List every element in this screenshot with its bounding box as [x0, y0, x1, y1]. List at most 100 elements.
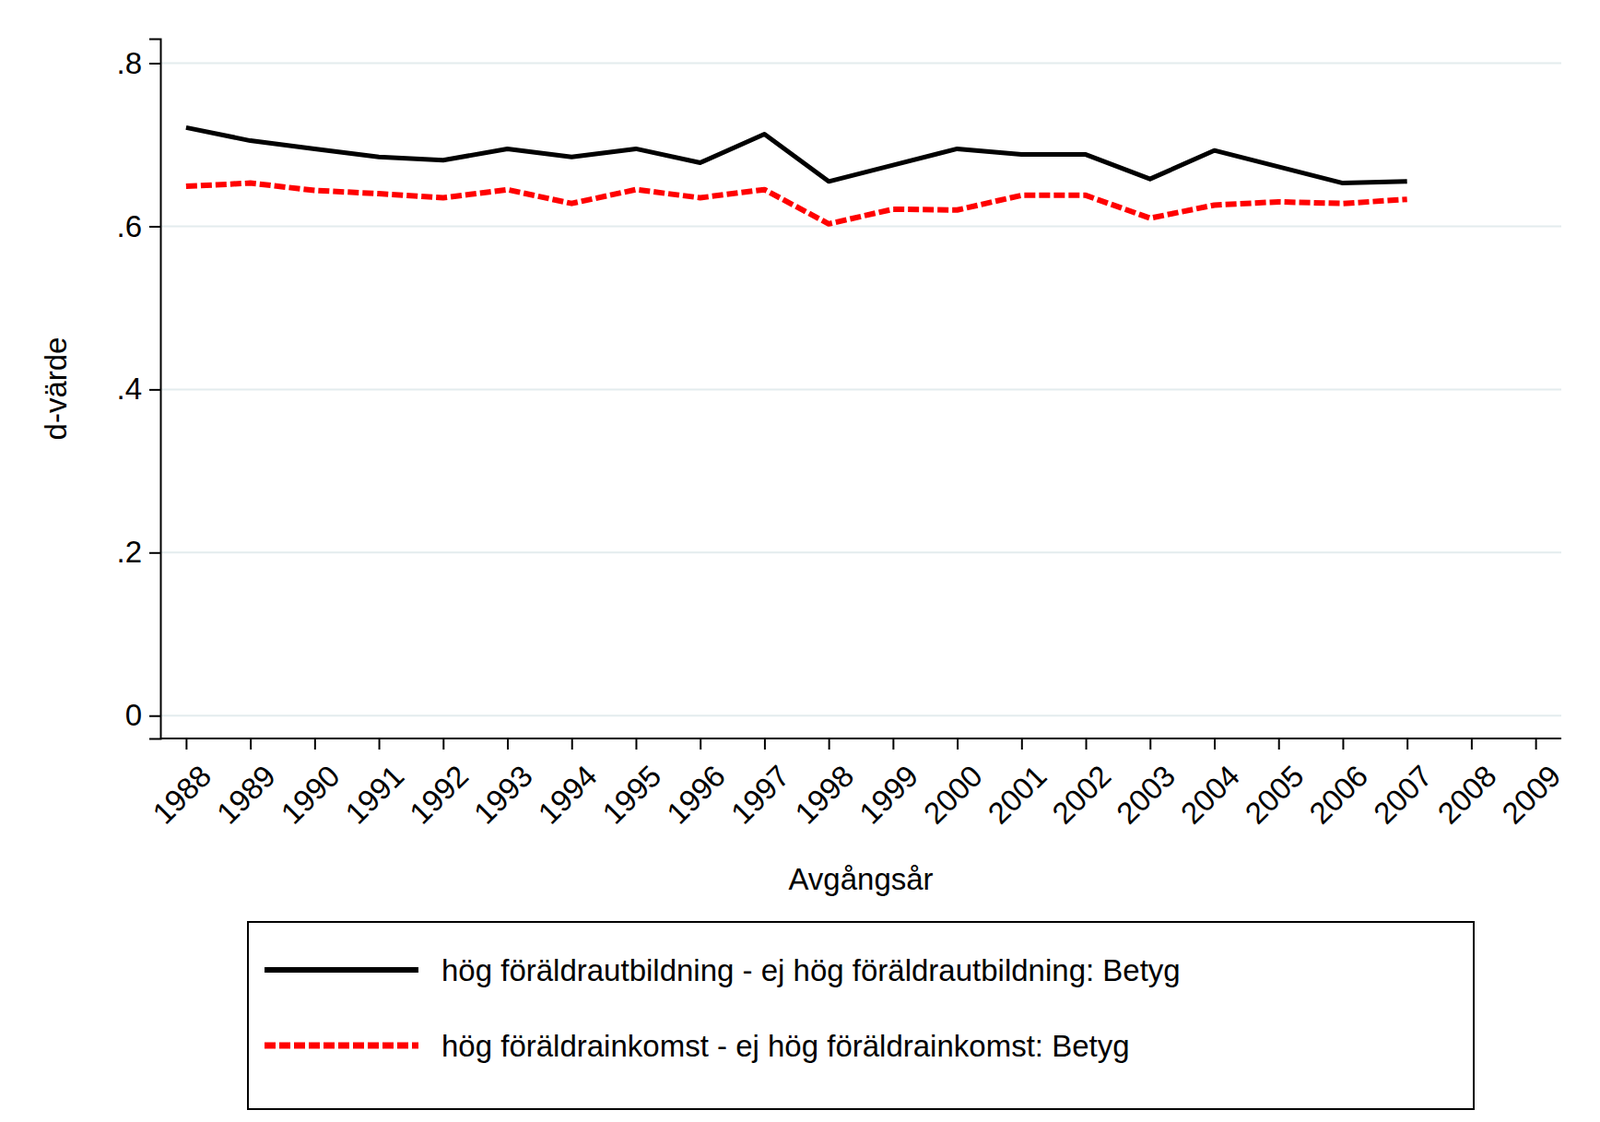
- x-tick: 2002: [1045, 738, 1118, 831]
- y-tick-label: .8: [116, 46, 142, 81]
- x-tick: 1999: [852, 738, 925, 831]
- x-tick: 1993: [467, 738, 540, 831]
- x-tick: 1996: [659, 738, 732, 831]
- x-tick: 1991: [338, 738, 411, 831]
- x-tick-label: 1995: [595, 758, 668, 831]
- x-tick-mark: [1085, 738, 1088, 750]
- y-tick-mark: [149, 715, 161, 718]
- y-tick-label: .2: [116, 534, 142, 569]
- chart: 0.2.4.6.81988198919901991199219931994199…: [0, 0, 1600, 1122]
- x-tick-mark: [764, 738, 766, 750]
- x-tick-label: 1994: [531, 758, 604, 831]
- x-tick: 1995: [595, 738, 668, 831]
- x-tick-label: 1997: [724, 758, 797, 831]
- x-tick-mark: [956, 738, 959, 750]
- y-tick-mark: [149, 62, 161, 65]
- grid-line: [160, 388, 1562, 390]
- x-tick-mark: [1213, 738, 1216, 750]
- x-tick-label: 1998: [788, 758, 860, 831]
- x-tick-label: 2004: [1174, 758, 1247, 831]
- series-line: [186, 183, 1408, 224]
- legend-swatch: [264, 966, 419, 973]
- y-axis-title: d-värde: [38, 337, 73, 441]
- y-axis-line: [149, 39, 162, 740]
- x-tick-mark: [1406, 738, 1409, 750]
- x-tick: 1989: [210, 738, 283, 831]
- lines: [186, 127, 1408, 224]
- x-tick-label: 1990: [274, 758, 347, 831]
- y-tick-mark: [149, 225, 161, 228]
- y-tick: .4: [116, 371, 161, 406]
- x-tick-mark: [828, 738, 831, 750]
- legend-swatch: [264, 1042, 419, 1049]
- x-tick-label: 2005: [1237, 758, 1310, 831]
- y-tick-label: .4: [116, 371, 142, 406]
- x-axis: 1988198919901991199219931994199519961997…: [145, 738, 1567, 831]
- x-tick-mark: [1470, 738, 1473, 750]
- y-tick: .6: [116, 209, 161, 244]
- x-tick-label: 2007: [1366, 758, 1439, 831]
- legend-label: hög föräldrainkomst - ej hög föräldraink…: [441, 1028, 1130, 1063]
- x-tick-label: 1992: [402, 758, 475, 831]
- x-tick: 1994: [531, 738, 604, 831]
- y-tick-label: .6: [116, 209, 142, 244]
- x-tick-mark: [185, 738, 188, 750]
- x-tick-mark: [571, 738, 574, 750]
- x-tick: 1990: [274, 738, 347, 831]
- x-tick: 2008: [1431, 738, 1504, 831]
- y-tick: 0: [125, 697, 161, 732]
- x-tick-label: 2006: [1302, 758, 1375, 831]
- x-tick-mark: [314, 738, 317, 750]
- y-tick-mark: [149, 388, 161, 391]
- grid-line: [160, 714, 1562, 717]
- x-tick-label: 2000: [917, 758, 989, 831]
- x-axis-title: Avgångsår: [788, 861, 933, 896]
- x-tick-mark: [699, 738, 702, 750]
- x-tick-mark: [378, 738, 381, 750]
- x-tick: 1988: [145, 738, 218, 831]
- x-tick-label: 2001: [981, 758, 1054, 831]
- x-tick-label: 1999: [852, 758, 925, 831]
- x-tick: 1998: [788, 738, 860, 831]
- x-tick: 2003: [1109, 738, 1182, 831]
- x-tick: 2001: [981, 738, 1054, 831]
- legend-box: [247, 921, 1474, 1109]
- x-tick: 2006: [1302, 738, 1375, 831]
- y-tick: .8: [116, 46, 161, 81]
- x-tick: 1992: [402, 738, 475, 831]
- y-tick-label: 0: [125, 697, 142, 732]
- x-tick-mark: [442, 738, 445, 750]
- grid-line: [160, 224, 1562, 227]
- series-line: [186, 127, 1408, 183]
- x-tick: 1997: [724, 738, 797, 831]
- x-tick-mark: [249, 738, 252, 750]
- grid: [160, 63, 1562, 717]
- x-tick-label: 2003: [1109, 758, 1182, 831]
- x-tick-mark: [1021, 738, 1024, 750]
- x-tick-mark: [892, 738, 895, 750]
- x-tick-label: 2009: [1494, 758, 1567, 831]
- x-tick-label: 2008: [1431, 758, 1504, 831]
- x-tick-mark: [1149, 738, 1152, 750]
- legend-label: hög föräldrautbildning - ej hög föräldra…: [441, 952, 1181, 988]
- x-tick: 2000: [917, 738, 989, 831]
- x-tick-mark: [1535, 738, 1538, 750]
- x-tick-label: 1991: [338, 758, 411, 831]
- y-tick-mark: [149, 552, 161, 554]
- x-tick-label: 2002: [1045, 758, 1118, 831]
- x-tick: 2007: [1366, 738, 1439, 831]
- x-tick-mark: [506, 738, 509, 750]
- x-tick-label: 1996: [659, 758, 732, 831]
- y-tick: .2: [116, 534, 161, 569]
- x-tick-label: 1989: [210, 758, 283, 831]
- x-tick: 2005: [1237, 738, 1310, 831]
- x-tick-label: 1988: [145, 758, 218, 831]
- x-tick-label: 1993: [467, 758, 540, 831]
- x-tick: 2009: [1494, 738, 1567, 831]
- legend: hög föräldrautbildning - ej hög föräldra…: [247, 921, 1474, 1109]
- grid-line: [160, 62, 1562, 65]
- x-tick: 2004: [1174, 738, 1247, 831]
- x-tick-mark: [1341, 738, 1344, 750]
- y-axis: 0 .2 .4 .6 .8: [116, 39, 161, 740]
- x-tick-mark: [635, 738, 637, 750]
